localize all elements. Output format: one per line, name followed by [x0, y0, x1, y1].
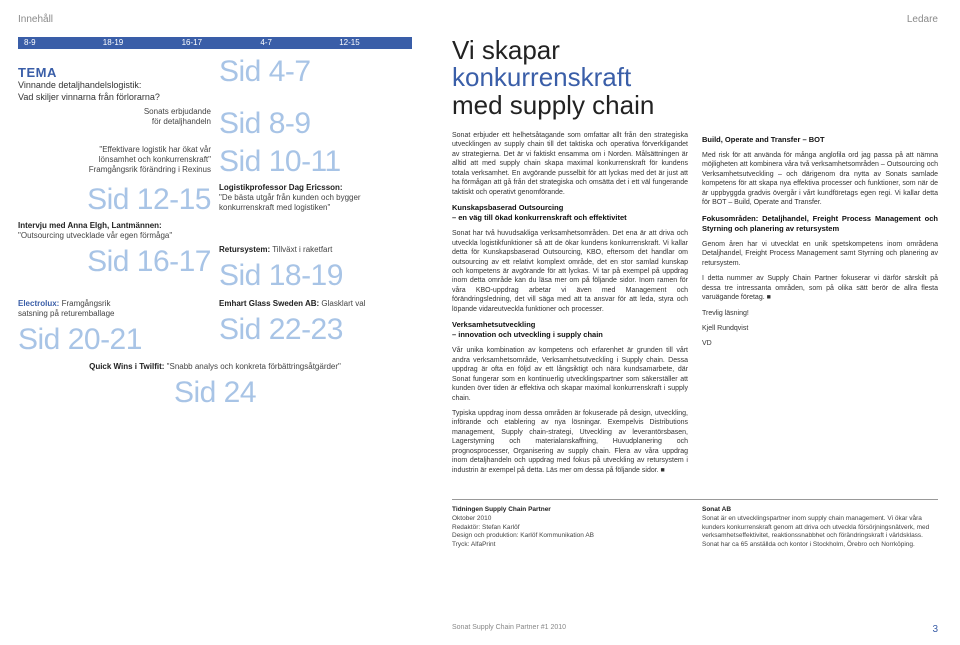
elux-bold: Electrolux: [18, 299, 59, 308]
tab-range: 16-17 [176, 37, 255, 49]
emhart-text: Glasklart val [319, 299, 365, 308]
rp-c1-p4: Typiska uppdrag inom dessa områden är fo… [452, 409, 688, 475]
tema-title: TEMA [18, 65, 211, 80]
rp-title-blue: konkurrenskraft [452, 62, 631, 92]
anna-block: Intervju med Anna Elgh, Lantmännen: "Out… [18, 221, 412, 241]
rp-c1-p3: Vår unika kombination av kompetens och e… [452, 346, 688, 403]
anna-bold: Intervju med Anna Elgh, Lantmännen: [18, 221, 162, 230]
header-left: Innehåll [18, 14, 412, 25]
retur-bold: Retursystem: [219, 245, 270, 254]
emhart-bold: Emhart Glass Sweden AB: [219, 299, 319, 308]
page-left: Innehåll 8-9 18-19 16-17 4-7 12-15 TEMA … [0, 0, 430, 645]
rp-c2-p1: Med risk för att använda för många anglo… [702, 151, 938, 208]
rp-c2-h2: Fokusområden: Detaljhandel, Freight Proc… [702, 214, 938, 234]
sid-4-7: Sid 4-7 [219, 55, 412, 89]
footer-right: Sonat Supply Chain Partner #1 2010 3 [452, 624, 938, 635]
rp-col-1: Sonat erbjuder ett helhetsåtagande som o… [452, 131, 688, 481]
rp-col-2: Build, Operate and Transfer – BOT Med ri… [702, 131, 938, 481]
sonats-label: Sonats erbjudande för detaljhandeln [18, 107, 211, 127]
rp-c1-h2: Kunskapsbaserad Outsourcing – en väg til… [452, 203, 688, 223]
tab-range: 8-9 [18, 37, 97, 49]
tab-range: 18-19 [97, 37, 176, 49]
effektivare-label: "Effektivare logistik har ökat vår lönsa… [18, 145, 211, 175]
sid-8-9: Sid 8-9 [219, 107, 412, 141]
rp-c2-sign2: VD [702, 339, 938, 348]
tab-ranges: 8-9 18-19 16-17 4-7 12-15 [18, 37, 412, 49]
pub-left-title: Tidningen Supply Chain Partner [452, 506, 688, 515]
pub-left: Tidningen Supply Chain Partner Oktober 2… [452, 506, 688, 550]
tab-range: 4-7 [254, 37, 333, 49]
pub-right: Sonat AB Sonat är en utvecklingspartner … [702, 506, 938, 550]
retur-text: Tillväxt i raketfart [270, 245, 332, 254]
rp-c2-h1: Build, Operate and Transfer – BOT [702, 135, 938, 145]
twilfit-block: Quick Wins i Twilfit: "Snabb analys och … [18, 362, 412, 412]
rp-c2-p2: Genom åren har vi utvecklat en unik spet… [702, 240, 938, 268]
sid-22-23: Sid 22-23 [219, 311, 412, 349]
sid-10-11: Sid 10-11 [219, 145, 412, 179]
page-right: Ledare Vi skapar konkurrenskraft med sup… [430, 0, 960, 645]
tema-block: TEMA Vinnande detaljhandelslogistik: Vad… [18, 65, 211, 103]
rp-title-plain: Vi skapar [452, 35, 560, 65]
rp-c1-h3: Verksamhetsutveckling – innovation och u… [452, 320, 688, 340]
rp-columns: Sonat erbjuder ett helhetsåtagande som o… [452, 131, 938, 481]
page-number: 3 [932, 624, 938, 635]
rp-c2-p3: I detta nummer av Supply Chain Partner f… [702, 274, 938, 302]
sid-12-15: Sid 12-15 [18, 183, 211, 217]
rp-title: Vi skapar konkurrenskraft med supply cha… [452, 37, 938, 119]
sid-24: Sid 24 [18, 374, 412, 412]
pub-right-title: Sonat AB [702, 506, 938, 515]
twilfit-text: "Snabb analys och konkreta förbättringså… [164, 362, 340, 371]
pub-left-body: Oktober 2010 Redaktör: Stefan Karlöf Des… [452, 515, 688, 550]
footer-pubname: Sonat Supply Chain Partner #1 2010 [452, 624, 566, 635]
rp-c1-p2: Sonat har två huvudsakliga verksamhetsom… [452, 229, 688, 314]
rp-title-rest: med supply chain [452, 90, 654, 120]
prof-text: "De bästa utgår från kunden och bygger k… [219, 193, 412, 213]
rp-c2-p4: Trevlig läsning! [702, 309, 938, 318]
prof-bold: Logistikprofessor Dag Ericsson: [219, 183, 412, 193]
tema-line2: Vad skiljer vinnarna från förlorarna? [18, 92, 211, 104]
sid-18-19: Sid 18-19 [219, 257, 412, 295]
tema-line1: Vinnande detaljhandelslogistik: [18, 80, 211, 92]
sid-16-17: Sid 16-17 [18, 245, 211, 279]
anna-text: "Outsourcing utvecklade vår egen förmåga… [18, 231, 172, 240]
twilfit-bold: Quick Wins i Twilfit: [89, 362, 164, 371]
header-right: Ledare [452, 14, 938, 25]
rp-c2-sign1: Kjell Rundqvist [702, 324, 938, 333]
pub-right-body: Sonat är en utvecklingspartner inom supp… [702, 515, 938, 550]
rp-c1-p1: Sonat erbjuder ett helhetsåtagande som o… [452, 131, 688, 197]
electrolux-block: Electrolux: Framgångsrik satsning på ret… [18, 299, 211, 359]
sid-20-21: Sid 20-21 [18, 321, 211, 359]
pub-box: Tidningen Supply Chain Partner Oktober 2… [452, 499, 938, 550]
tab-range: 12-15 [333, 37, 412, 49]
